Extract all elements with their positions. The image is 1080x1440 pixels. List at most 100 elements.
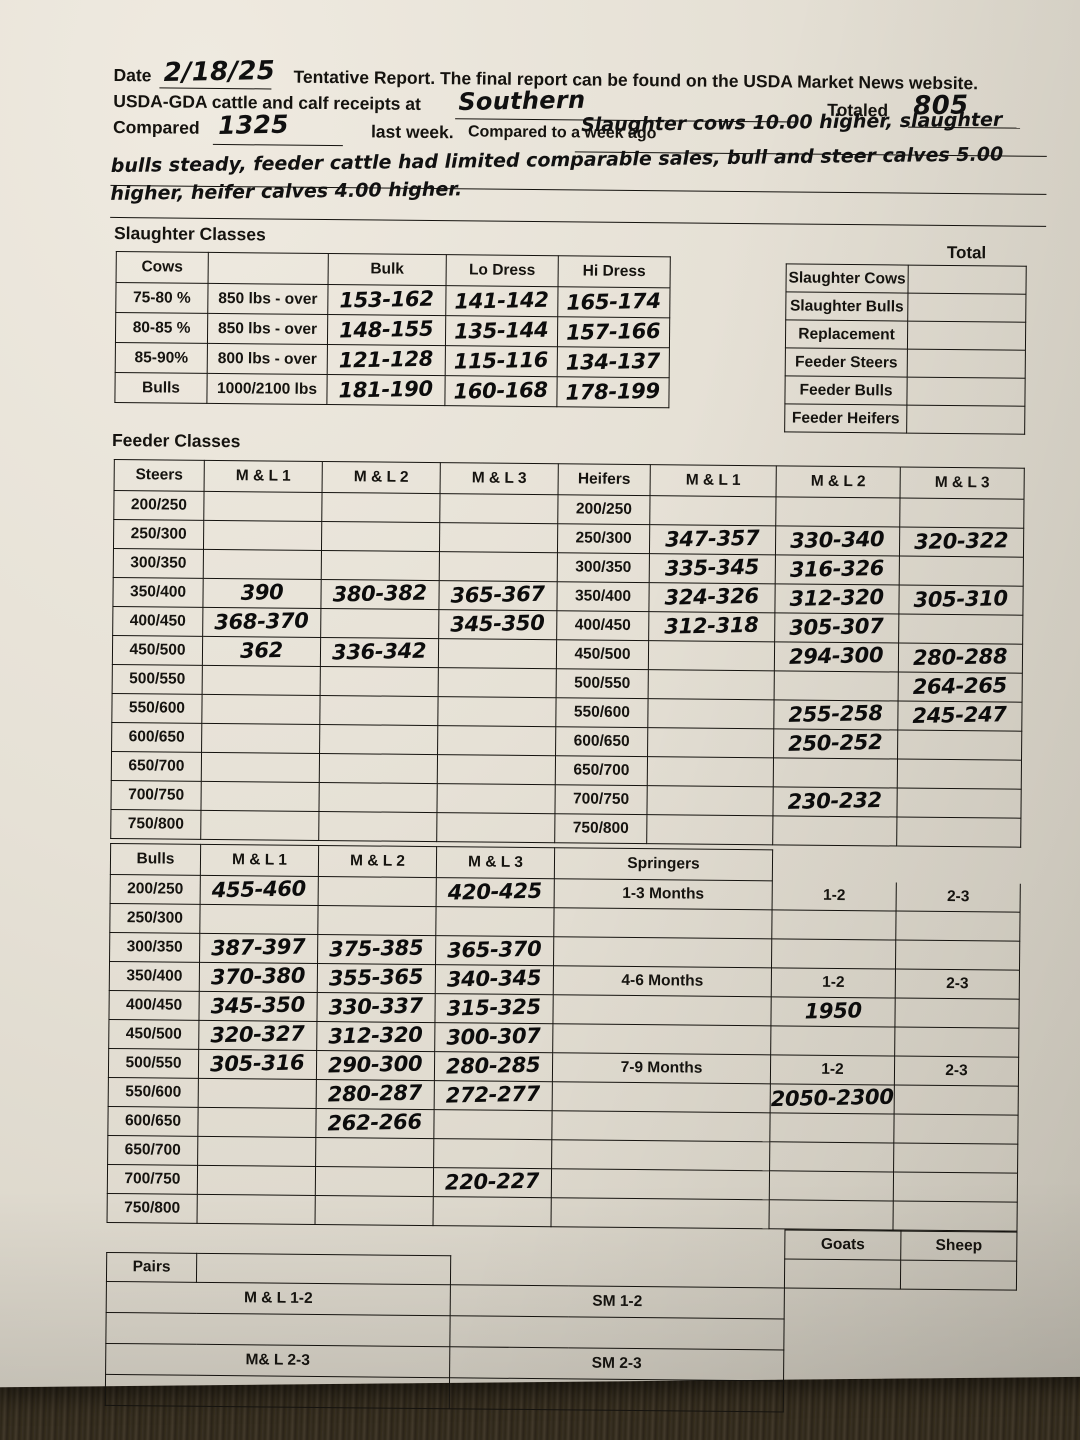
feeder-steers-value-3[interactable] (436, 812, 555, 843)
comment-line-3[interactable]: higher, heifer calves 4.00 higher. (110, 178, 463, 205)
slaughter-hidress-value[interactable]: 134-137 (557, 346, 670, 378)
slaughter-lodress-value[interactable]: 160-168 (444, 375, 558, 407)
feeder-steers-value-2[interactable] (319, 695, 439, 726)
location-value[interactable]: Southern (458, 85, 586, 117)
feeder-heifers-value-2[interactable]: 305-307 (774, 612, 899, 644)
springers-group-blank[interactable] (553, 907, 773, 939)
slaughter-lodress-value[interactable]: 141-142 (445, 285, 559, 317)
bulls-value-2[interactable] (315, 1137, 434, 1168)
feeder-heifers-value-1[interactable]: 324-326 (648, 582, 776, 613)
bulls-value-1[interactable] (198, 1078, 317, 1109)
springers-group-blank[interactable] (553, 936, 772, 968)
feeder-heifers-value-1[interactable] (646, 785, 774, 816)
bulls-value-3[interactable]: 340-345 (435, 964, 554, 995)
feeder-heifers-value-1[interactable] (646, 814, 773, 845)
slaughter-hidress-value[interactable]: 157-166 (557, 316, 670, 348)
bulls-value-1[interactable] (197, 1165, 316, 1196)
pairs-row-value[interactable] (105, 1374, 450, 1409)
springers-blank-1-2[interactable] (769, 1141, 894, 1172)
bulls-value-3[interactable] (433, 1196, 552, 1227)
feeder-steers-value-2[interactable] (321, 521, 440, 552)
feeder-heifers-value-2[interactable]: 294-300 (774, 641, 899, 673)
springers-value-2-3[interactable] (894, 1084, 1019, 1116)
feeder-steers-value-3[interactable] (437, 754, 556, 785)
bulls-value-3[interactable] (435, 906, 555, 937)
feeder-steers-value-3[interactable] (439, 493, 559, 524)
feeder-heifers-value-3[interactable]: 245-247 (897, 701, 1023, 732)
bulls-value-3[interactable]: 220-227 (433, 1167, 552, 1198)
bulls-value-1[interactable]: 455-460 (200, 875, 319, 906)
feeder-steers-value-1[interactable]: 362 (202, 636, 321, 667)
feeder-steers-value-2[interactable] (321, 492, 441, 523)
bulls-value-3[interactable]: 300-307 (434, 1022, 553, 1053)
bulls-value-3[interactable] (433, 1138, 552, 1169)
slaughter-bulk-value[interactable]: 153-162 (327, 284, 447, 316)
pairs-row-value[interactable] (105, 1312, 451, 1347)
feeder-heifers-value-2[interactable]: 312-320 (774, 583, 900, 615)
bulls-value-2[interactable]: 280-287 (316, 1079, 435, 1110)
springers-value-2-3[interactable] (894, 998, 1020, 1029)
bulls-value-3[interactable]: 365-370 (435, 935, 554, 966)
feeder-heifers-value-3[interactable] (897, 759, 1022, 790)
bulls-value-1[interactable] (197, 1136, 316, 1167)
bulls-value-1[interactable] (197, 1107, 317, 1138)
springers-blank-2-3[interactable] (895, 940, 1020, 971)
slaughter-lodress-value[interactable]: 135-144 (445, 315, 558, 347)
feeder-heifers-value-1[interactable] (648, 669, 775, 700)
feeder-heifers-value-3[interactable] (899, 556, 1024, 587)
comment-line-1[interactable]: Slaughter cows 10.00 higher, slaughter (580, 108, 1003, 137)
springers-blank-1-2[interactable] (771, 938, 896, 970)
comment-line-2[interactable]: bulls steady, feeder cattle had limited … (110, 143, 1004, 178)
springers-group-blank[interactable] (551, 1168, 770, 1200)
bulls-value-2[interactable]: 330-337 (316, 992, 436, 1023)
springers-value-1-2[interactable]: 2050-2300 (770, 1083, 895, 1114)
springers-blank-1-2[interactable] (768, 1199, 894, 1230)
bulls-value-2[interactable] (317, 905, 437, 936)
feeder-steers-value-1[interactable] (201, 694, 321, 725)
feeder-steers-value-1[interactable] (201, 752, 320, 783)
springers-blank-1-2[interactable] (770, 1025, 895, 1057)
feeder-heifers-value-1[interactable]: 312-318 (648, 611, 775, 642)
bulls-value-3[interactable]: 280-285 (434, 1051, 553, 1082)
feeder-steers-value-2[interactable] (318, 782, 438, 813)
bulls-value-2[interactable] (315, 1166, 434, 1197)
bulls-value-1[interactable]: 320-327 (198, 1020, 317, 1051)
feeder-heifers-value-1[interactable] (647, 756, 774, 787)
feeder-heifers-value-3[interactable]: 280-288 (898, 643, 1023, 674)
feeder-heifers-value-2[interactable]: 255-258 (773, 699, 899, 731)
slaughter-hidress-value[interactable]: 165-174 (557, 286, 671, 318)
feeder-heifers-value-2[interactable]: 330-340 (775, 525, 900, 557)
totals-value[interactable] (907, 321, 1026, 351)
totals-value[interactable] (906, 405, 1025, 435)
feeder-heifers-value-1[interactable] (649, 495, 777, 526)
feeder-heifers-value-2[interactable] (772, 815, 897, 847)
feeder-heifers-value-3[interactable] (899, 498, 1025, 529)
feeder-steers-value-2[interactable] (318, 811, 437, 842)
springers-group-blank[interactable] (552, 994, 772, 1026)
feeder-steers-value-1[interactable] (203, 549, 322, 580)
feeder-steers-value-1[interactable] (201, 723, 320, 754)
feeder-steers-value-2[interactable] (321, 550, 440, 581)
feeder-heifers-value-3[interactable]: 305-310 (898, 585, 1024, 616)
springers-blank-1-2[interactable] (769, 1112, 895, 1143)
feeder-steers-value-1[interactable]: 390 (202, 578, 322, 609)
feeder-steers-value-3[interactable] (439, 522, 558, 553)
bulls-value-3[interactable]: 420-425 (436, 877, 555, 908)
feeder-heifers-value-3[interactable] (896, 817, 1021, 848)
bulls-value-1[interactable]: 345-350 (198, 991, 318, 1022)
totals-value[interactable] (907, 265, 1027, 295)
bulls-value-1[interactable] (197, 1194, 316, 1225)
feeder-heifers-value-1[interactable]: 335-345 (649, 553, 776, 584)
feeder-heifers-value-2[interactable] (773, 757, 898, 789)
bulls-value-2[interactable]: 375-385 (317, 934, 436, 965)
bulls-value-2[interactable]: 262-266 (315, 1108, 435, 1139)
slaughter-bulk-value[interactable]: 148-155 (327, 314, 446, 346)
feeder-steers-value-3[interactable]: 365-367 (438, 580, 558, 611)
springers-blank-1-2[interactable] (769, 1170, 894, 1201)
pairs-sm-value[interactable] (449, 1377, 784, 1412)
feeder-heifers-value-2[interactable] (774, 670, 899, 702)
slaughter-bulk-value[interactable]: 121-128 (327, 344, 446, 376)
feeder-steers-value-3[interactable] (439, 551, 558, 582)
bulls-value-1[interactable]: 387-397 (199, 933, 318, 964)
feeder-steers-value-2[interactable]: 336-342 (320, 637, 439, 668)
